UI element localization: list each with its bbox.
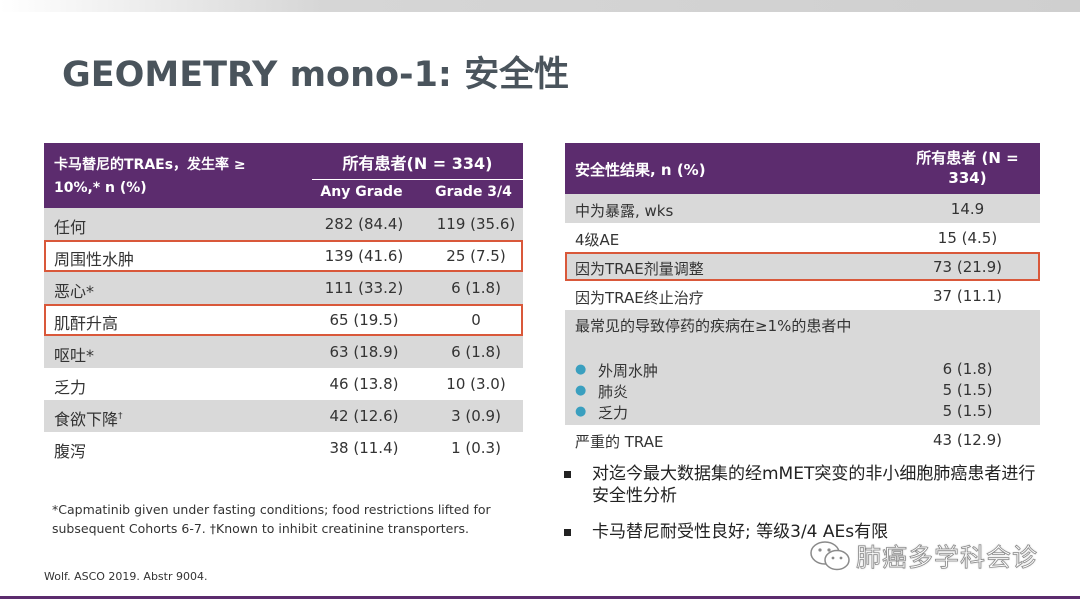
list-item: ● 肺炎 5 (1.5) <box>575 381 1040 402</box>
any-grade-value: 65 (19.5) <box>329 311 399 329</box>
row-label: 任何 <box>54 218 87 237</box>
grade34-value: 3 (0.9) <box>451 407 501 425</box>
row-label: 周围性水肿 <box>54 250 135 269</box>
watermark-text: 肺癌多学科会诊 <box>856 543 1039 573</box>
table-row: 腹泻 38 (11.4) 1 (0.3) <box>44 432 523 464</box>
grade34-value: 0 <box>471 311 481 329</box>
any-grade-value: 282 (84.4) <box>324 215 404 233</box>
row-label: 呕吐* <box>54 346 95 365</box>
left-group-header: 所有患者(N = 334) <box>312 150 523 180</box>
right-table-header: 安全性结果, n (%) 所有患者 (N = 334) <box>565 143 1040 194</box>
grade34-value: 6 (1.8) <box>451 343 501 361</box>
row-value: 37 (11.1) <box>933 287 1002 305</box>
grade34-value: 1 (0.3) <box>451 439 501 457</box>
any-grade-value: 63 (18.9) <box>329 343 399 361</box>
row-label: 腹泻 <box>54 442 87 461</box>
table-row-highlighted: 肌酐升高 65 (19.5) 0 <box>44 304 523 336</box>
discontinuation-block: 最常见的导致停药的疾病在≥1%的患者中 ● 外周水肿 6 (1.8) ● 肺炎 … <box>565 310 1040 425</box>
bullet-item: 卡马替尼耐受性良好; 等级3/4 AEs有限 <box>562 521 1042 543</box>
item-value: 6 (1.8) <box>942 360 993 378</box>
grade34-value: 119 (35.6) <box>436 215 516 233</box>
row-label: 因为TRAE剂量调整 <box>575 260 704 278</box>
citation: Wolf. ASCO 2019. Abstr 9004. <box>44 570 208 583</box>
square-bullet-icon <box>564 529 571 536</box>
any-grade-value: 38 (11.4) <box>329 439 399 457</box>
row-value: 43 (12.9) <box>933 431 1002 449</box>
watermark: 肺癌多学科会诊 <box>808 538 1038 574</box>
table-row: 食欲下降† 42 (12.6) 3 (0.9) <box>44 400 523 432</box>
right-header-label: 安全性结果, n (%) <box>575 161 706 179</box>
col-any-grade: Any Grade <box>320 184 403 200</box>
table-row-highlighted: 周围性水肿 139 (41.6) 25 (7.5) <box>44 240 523 272</box>
left-table-header: 卡马替尼的TRAEs，发生率 ≥ 10%,* n (%) 所有患者(N = 33… <box>44 143 523 208</box>
table-row: 呕吐* 63 (18.9) 6 (1.8) <box>44 336 523 368</box>
row-label-text: 食欲下降 <box>54 410 119 429</box>
table-row: 严重的 TRAE 43 (12.9) <box>565 425 1040 454</box>
bullet-text: 卡马替尼耐受性良好; 等级3/4 AEs有限 <box>592 522 889 542</box>
bullet-text: 对迄今最大数据集的经mMET突变的非小细胞肺癌患者进行安全性分析 <box>592 464 1036 506</box>
row-label: 恶心* <box>54 282 95 301</box>
bullet-dot-icon: ● <box>575 383 587 398</box>
row-label: 4级AE <box>575 231 620 249</box>
left-ae-table: 卡马替尼的TRAEs，发生率 ≥ 10%,* n (%) 所有患者(N = 33… <box>44 143 523 464</box>
row-label: 严重的 TRAE <box>575 433 664 451</box>
table-row: 中为暴露, wks 14.9 <box>565 194 1040 223</box>
row-value: 73 (21.9) <box>933 258 1002 276</box>
square-bullet-icon <box>564 471 571 478</box>
bottom-rule <box>0 596 1080 599</box>
any-grade-value: 139 (41.6) <box>324 247 404 265</box>
grade34-value: 6 (1.8) <box>451 279 501 297</box>
item-label: 乏力 <box>598 404 629 422</box>
grade34-value: 25 (7.5) <box>446 247 506 265</box>
item-label: 肺炎 <box>598 383 629 401</box>
list-item: ● 乏力 5 (1.5) <box>575 402 1040 423</box>
row-label: 肌酐升高 <box>54 314 119 333</box>
right-safety-table: 安全性结果, n (%) 所有患者 (N = 334) 中为暴露, wks 14… <box>565 143 1040 454</box>
right-header-value: 所有患者 (N = 334) <box>916 149 1019 187</box>
row-label: 中为暴露, wks <box>575 202 674 220</box>
col-grade-34: Grade 3/4 <box>435 184 512 200</box>
table-row: 4级AE 15 (4.5) <box>565 223 1040 252</box>
item-label: 外周水肿 <box>598 362 659 380</box>
table-row: 因为TRAE终止治疗 37 (11.1) <box>565 281 1040 310</box>
summary-bullets: 对迄今最大数据集的经mMET突变的非小细胞肺癌患者进行安全性分析 卡马替尼耐受性… <box>562 463 1042 543</box>
footnote: *Capmatinib given under fasting conditio… <box>52 502 491 536</box>
block-label: 最常见的导致停药的疾病在≥1%的患者中 <box>575 317 852 335</box>
row-label: 乏力 <box>54 378 87 397</box>
table-row: 乏力 46 (13.8) 10 (3.0) <box>44 368 523 400</box>
list-item: ● 外周水肿 6 (1.8) <box>575 360 1040 381</box>
top-band <box>0 0 1080 12</box>
row-label: 因为TRAE终止治疗 <box>575 289 704 307</box>
any-grade-value: 111 (33.2) <box>324 279 404 297</box>
bullet-item: 对迄今最大数据集的经mMET突变的非小细胞肺癌患者进行安全性分析 <box>562 463 1042 507</box>
grade34-value: 10 (3.0) <box>446 375 506 393</box>
bullet-dot-icon: ● <box>575 362 587 377</box>
row-label: 食欲下降† <box>54 406 123 430</box>
bullet-dot-icon: ● <box>575 404 587 419</box>
table-row: 任何 282 (84.4) 119 (35.6) <box>44 208 523 240</box>
wechat-icon <box>810 541 850 571</box>
row-value: 15 (4.5) <box>937 229 998 247</box>
left-header-label: 卡马替尼的TRAEs，发生率 ≥ 10%,* n (%) <box>54 157 246 196</box>
item-value: 5 (1.5) <box>942 402 993 420</box>
item-value: 5 (1.5) <box>942 381 993 399</box>
slide-title: GEOMETRY mono-1: 安全性 <box>62 55 570 95</box>
row-value: 14.9 <box>950 200 985 218</box>
dagger-mark: † <box>118 411 123 422</box>
table-row-highlighted: 因为TRAE剂量调整 73 (21.9) <box>565 252 1040 281</box>
table-row: 恶心* 111 (33.2) 6 (1.8) <box>44 272 523 304</box>
any-grade-value: 42 (12.6) <box>329 407 399 425</box>
any-grade-value: 46 (13.8) <box>329 375 399 393</box>
